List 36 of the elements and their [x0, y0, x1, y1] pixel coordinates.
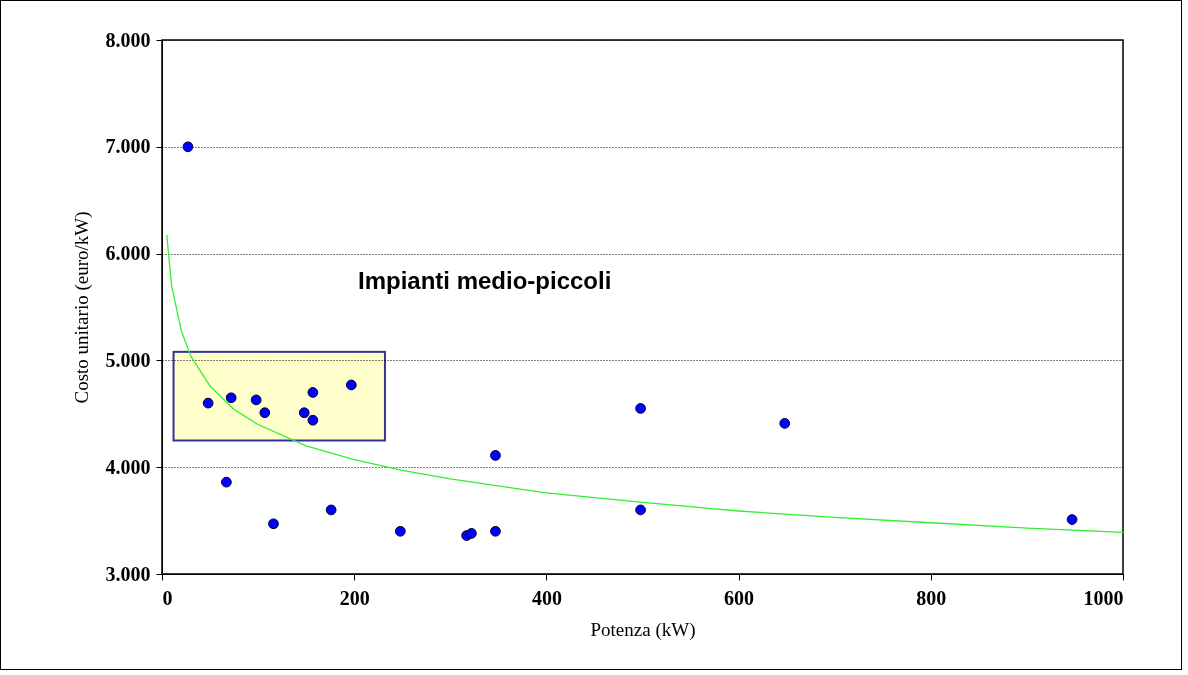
x-tick-label: 200 — [339, 586, 370, 609]
point — [268, 518, 279, 530]
x-tick-label: 0 — [162, 586, 173, 609]
point — [345, 379, 357, 391]
point — [221, 476, 232, 488]
y-tick-label: 6.000 — [105, 242, 151, 265]
y-tick-label: 4.000 — [105, 455, 151, 478]
point — [466, 528, 477, 539]
x-axis-title: Potenza (kW) — [590, 618, 696, 641]
point — [635, 504, 646, 516]
annotation: Impianti medio-piccoli — [358, 267, 612, 294]
y-tick-label: 5.000 — [105, 348, 151, 371]
y-tick-label: 8.000 — [105, 28, 151, 51]
line-series — [166, 234, 1124, 533]
y-axis-title: Costo unitario (euro/kW) — [70, 211, 93, 404]
point — [259, 407, 271, 419]
point — [307, 414, 319, 426]
point — [1066, 514, 1078, 525]
point — [225, 392, 237, 404]
point — [298, 407, 310, 419]
point — [490, 525, 501, 537]
point — [394, 525, 406, 537]
y-tick-label: 7.000 — [105, 135, 151, 158]
point — [202, 397, 214, 409]
x-tick-label: 1000 — [1083, 586, 1124, 609]
point — [325, 504, 337, 516]
point — [779, 418, 791, 429]
point — [307, 387, 319, 398]
point — [635, 403, 646, 414]
x-tick-label: 800 — [916, 586, 947, 609]
x-tick-label: 400 — [531, 586, 562, 609]
point — [490, 450, 501, 461]
point — [250, 394, 262, 406]
x-tick-label: 600 — [724, 586, 755, 609]
point — [182, 141, 194, 153]
y-tick-label: 3.000 — [105, 562, 151, 585]
